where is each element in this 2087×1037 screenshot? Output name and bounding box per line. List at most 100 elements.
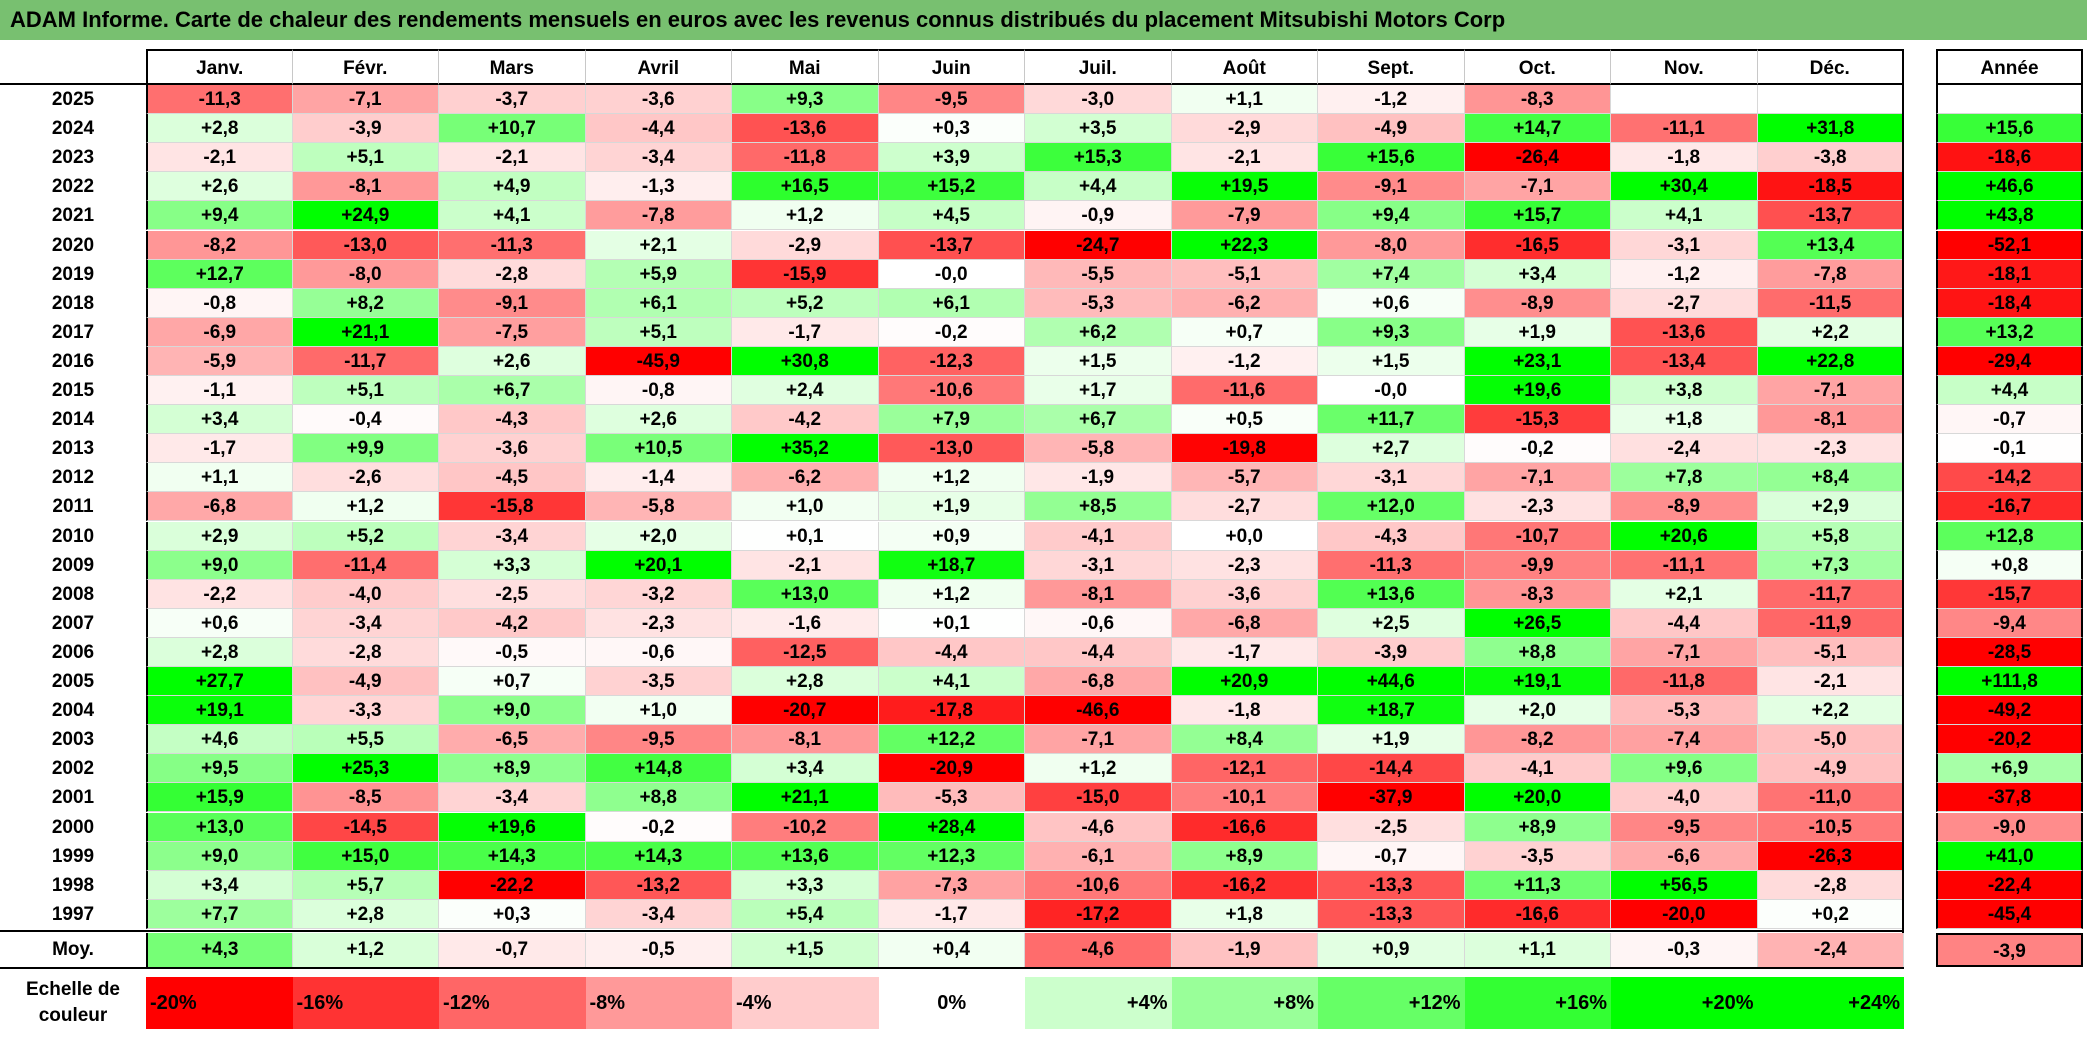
heatmap-cell: -11,0 — [1757, 783, 1904, 813]
heatmap-cell: -10,6 — [878, 376, 1025, 406]
heatmap-cell: +0,0 — [1171, 521, 1318, 551]
heatmap-cell: +21,1 — [292, 317, 439, 347]
heatmap-cell: -5,1 — [1757, 637, 1904, 667]
heatmap-cell: +5,1 — [292, 143, 439, 173]
heatmap-cell: +5,8 — [1757, 521, 1904, 551]
heatmap-cell: +30,8 — [732, 346, 879, 376]
heatmap-cell: -4,4 — [1025, 637, 1172, 667]
heatmap-cell: +5,7 — [292, 870, 439, 900]
heatmap-cell: -11,5 — [1757, 288, 1904, 318]
heatmap-cell: -7,8 — [585, 201, 732, 231]
average-cell: +0,9 — [1318, 932, 1465, 967]
heatmap-cell: -7,1 — [1025, 725, 1172, 755]
heatmap-cell: +1,2 — [732, 201, 879, 231]
heatmap-cell: +0,2 — [1757, 899, 1904, 929]
heatmap-cell: -5,3 — [1025, 288, 1172, 318]
heatmap-cell: -1,7 — [878, 899, 1025, 929]
heatmap-cell: +19,6 — [439, 812, 586, 842]
heatmap-cell: -5,8 — [585, 492, 732, 522]
heatmap-cell: -1,2 — [1171, 346, 1318, 376]
color-scale-step: +24% — [1757, 976, 1904, 1029]
heatmap-cell: +3,3 — [732, 870, 879, 900]
heatmap-cell: +1,9 — [1464, 317, 1611, 347]
heatmap-cell: +12,2 — [878, 725, 1025, 755]
average-separator — [0, 929, 1904, 932]
heatmap-cell — [1757, 85, 1904, 115]
heatmap-cell: -7,3 — [878, 870, 1025, 900]
heatmap-cell: -0,4 — [292, 405, 439, 435]
heatmap-cell: +18,7 — [1318, 696, 1465, 726]
heatmap-cell: +2,9 — [146, 521, 293, 551]
column-header: Août — [1171, 49, 1318, 85]
heatmap-cell: -4,0 — [292, 579, 439, 609]
heatmap-cell: -46,6 — [1025, 696, 1172, 726]
heatmap-cell: -6,1 — [1025, 841, 1172, 871]
heatmap-cell: -2,3 — [585, 608, 732, 638]
heatmap-cell: +19,5 — [1171, 172, 1318, 202]
heatmap-cell: -14,5 — [292, 812, 439, 842]
heatmap-cell: -0,6 — [1025, 608, 1172, 638]
heatmap-cell: -2,7 — [1611, 288, 1758, 318]
heatmap-cell: +9,0 — [146, 841, 293, 871]
heatmap-cell: -3,4 — [585, 899, 732, 929]
heatmap-cell: -6,9 — [146, 317, 293, 347]
row-year-label: 2002 — [0, 754, 146, 784]
heatmap-cell: +6,7 — [1025, 405, 1172, 435]
heatmap-cell: +5,2 — [732, 288, 879, 318]
row-year-label: 2001 — [0, 783, 146, 813]
heatmap-cell: -13,6 — [732, 114, 879, 144]
heatmap-cell: -6,8 — [1025, 667, 1172, 697]
heatmap-cell: +2,6 — [439, 346, 586, 376]
heatmap-cell: +1,5 — [1318, 346, 1465, 376]
heatmap-cell: +2,1 — [1611, 579, 1758, 609]
heatmap-cell: -3,0 — [1025, 85, 1172, 115]
heatmap-cell: -4,0 — [1611, 783, 1758, 813]
heatmap-cell: +3,8 — [1611, 376, 1758, 406]
heatmap-cell: -6,6 — [1611, 841, 1758, 871]
row-year-label: 2016 — [0, 346, 146, 376]
heatmap-cell: -5,3 — [1611, 696, 1758, 726]
heatmap-cell: -3,4 — [439, 521, 586, 551]
heatmap-cell: -3,5 — [585, 667, 732, 697]
heatmap-cell: +8,4 — [1171, 725, 1318, 755]
heatmap-cell: +19,1 — [146, 696, 293, 726]
heatmap-cell: -9,5 — [1611, 812, 1758, 842]
heatmap-cell: +2,0 — [585, 521, 732, 551]
heatmap-cell: -26,4 — [1464, 143, 1611, 173]
heatmap-cell: -12,1 — [1171, 754, 1318, 784]
heatmap-cell: -7,9 — [1171, 201, 1318, 231]
heatmap-cell: -3,4 — [292, 608, 439, 638]
heatmap-cell: -4,9 — [1757, 754, 1904, 784]
color-scale-step: +20% — [1611, 976, 1758, 1029]
annual-cell: -9,4 — [1936, 608, 2083, 638]
average-separator — [0, 966, 1904, 969]
heatmap-cell: -0,6 — [585, 637, 732, 667]
heatmap-cell: +2,1 — [585, 230, 732, 260]
heatmap-cell: +3,5 — [1025, 114, 1172, 144]
heatmap-cell: +2,8 — [732, 667, 879, 697]
heatmap-cell: -11,1 — [1611, 114, 1758, 144]
average-cell: +0,4 — [878, 932, 1025, 967]
heatmap-cell: -0,8 — [585, 376, 732, 406]
heatmap-cell: +0,7 — [1171, 317, 1318, 347]
column-header: Sept. — [1318, 49, 1465, 85]
heatmap-cell: +8,8 — [1464, 637, 1611, 667]
heatmap-cell: -7,1 — [1757, 376, 1904, 406]
annual-cell: +0,8 — [1936, 550, 2083, 580]
average-cell: -0,7 — [439, 932, 586, 967]
average-annual-cell: -3,9 — [1936, 932, 2083, 967]
heatmap-cell: -19,8 — [1171, 434, 1318, 464]
heatmap-cell: +5,5 — [292, 725, 439, 755]
heatmap-cell: +3,4 — [732, 754, 879, 784]
heatmap-cell: +1,0 — [585, 696, 732, 726]
heatmap-cell: -1,7 — [732, 317, 879, 347]
annual-cell: -9,0 — [1936, 812, 2083, 842]
heatmap-cell: -1,7 — [146, 434, 293, 464]
heatmap-cell: -7,1 — [1611, 637, 1758, 667]
row-year-label: 2014 — [0, 405, 146, 435]
annual-cell: -52,1 — [1936, 230, 2083, 260]
heatmap-cell: -17,8 — [878, 696, 1025, 726]
row-year-label: 2025 — [0, 85, 146, 115]
heatmap-cell: -9,9 — [1464, 550, 1611, 580]
color-scale-step: -4% — [732, 976, 879, 1029]
